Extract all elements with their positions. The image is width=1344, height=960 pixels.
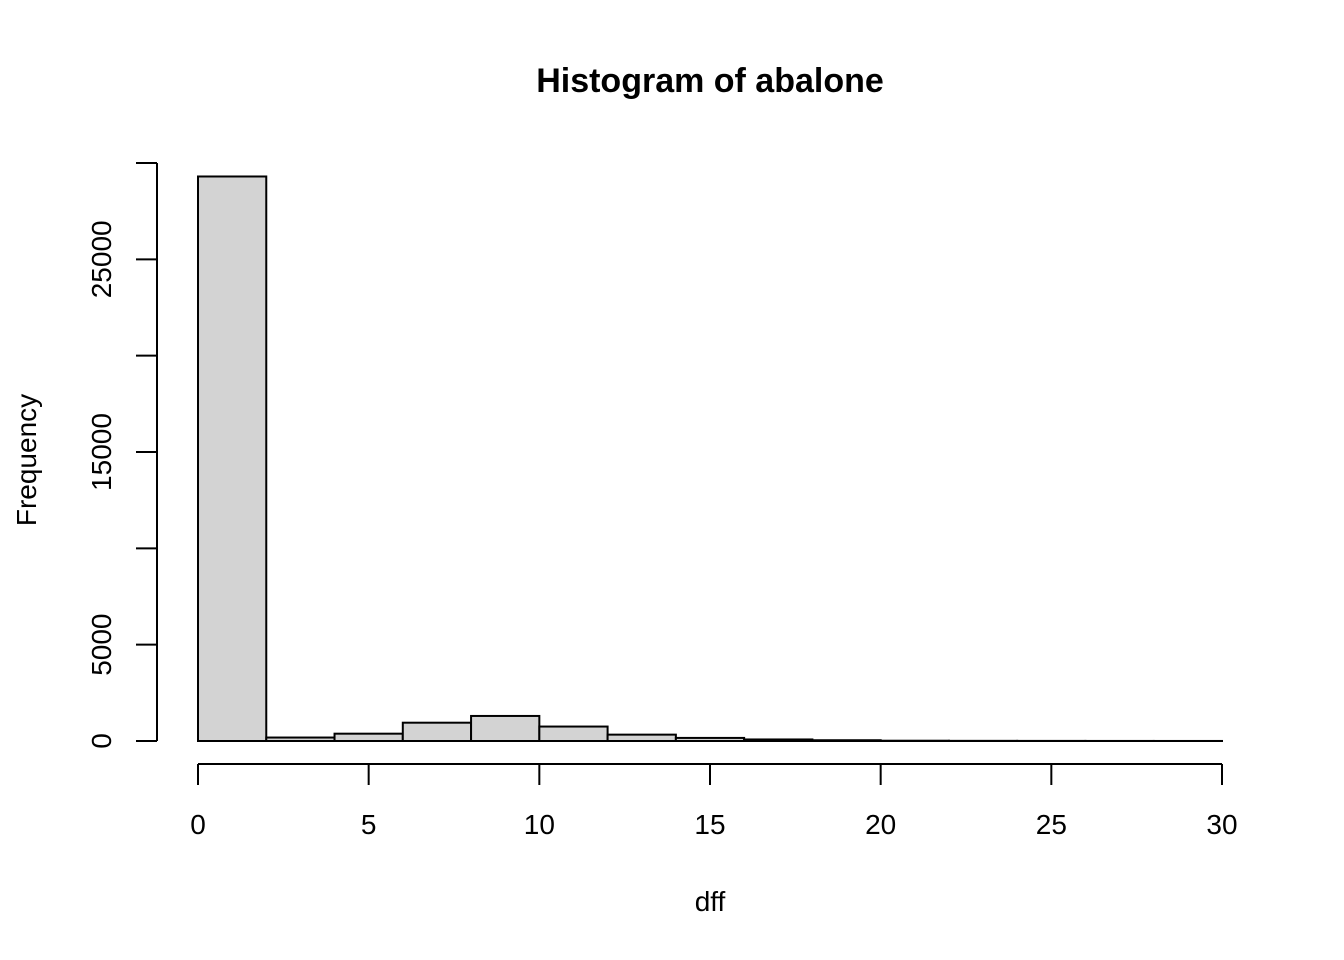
histogram-bar-8 (743, 738, 814, 743)
histogram-bar-5 (538, 725, 609, 742)
bars-group (197, 175, 1223, 743)
y-tick-label-0: 0 (86, 733, 117, 749)
histogram-bar-4 (470, 714, 541, 742)
x-tick-label-1: 5 (361, 809, 377, 840)
x-axis: 0 5 10 15 20 25 30 (190, 763, 1238, 840)
histogram-bar-1 (265, 736, 336, 742)
histogram-bar-9 (811, 739, 882, 742)
histogram-bar-0 (197, 175, 268, 742)
histogram-bar-6 (606, 733, 677, 743)
y-tick-label-1: 5000 (86, 614, 117, 676)
histogram-bar-3 (401, 721, 473, 742)
x-tick-label-6: 30 (1206, 809, 1237, 840)
x-tick-label-0: 0 (190, 809, 206, 840)
chart-title: Histogram of abalone (536, 62, 884, 100)
y-axis-label: Frequency (11, 394, 42, 526)
x-tick-label-4: 20 (865, 809, 896, 840)
y-tick-label-5: 25000 (86, 220, 117, 298)
y-tick-label-3: 15000 (86, 413, 117, 491)
x-tick-label-2: 10 (524, 809, 555, 840)
histogram-bar-2 (333, 732, 404, 742)
x-tick-label-3: 15 (694, 809, 725, 840)
y-axis: 0 5000 15000 25000 (86, 162, 158, 749)
x-axis-label: dff (695, 886, 726, 917)
histogram-bar-7 (674, 736, 746, 743)
x-tick-label-5: 25 (1036, 809, 1067, 840)
